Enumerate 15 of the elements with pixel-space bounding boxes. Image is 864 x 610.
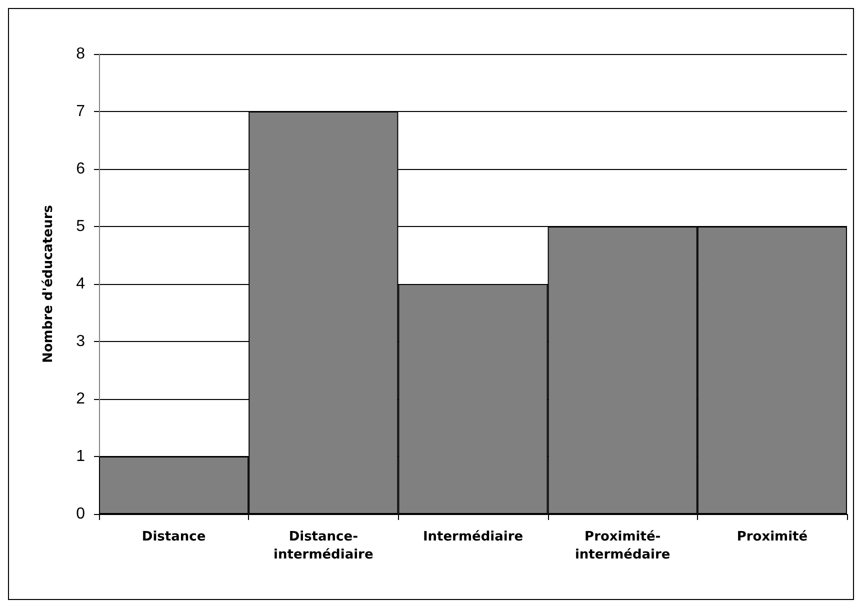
x-tick-label: Distance: [142, 530, 206, 544]
x-tick-label: Intermédiaire: [422, 530, 524, 544]
y-axis-title: Nombre d'éducateurs: [41, 204, 56, 363]
x-tick-label: Proximité: [736, 530, 808, 544]
y-tick-label: 3: [76, 333, 86, 350]
x-tick-label: Distance-intermédiaire: [274, 530, 374, 562]
y-tick-label: 4: [76, 276, 86, 292]
y-tick-label: 7: [76, 103, 86, 120]
y-tick-label: 2: [76, 390, 86, 408]
y-tick-label: 5: [76, 218, 86, 235]
y-tick-label: 0: [76, 506, 86, 522]
x-tick-label: Proximité-intermédaire: [574, 530, 670, 562]
y-tick-label: 1: [76, 448, 86, 465]
y-tick-label: 8: [76, 46, 86, 62]
y-tick-label: 6: [76, 160, 86, 178]
